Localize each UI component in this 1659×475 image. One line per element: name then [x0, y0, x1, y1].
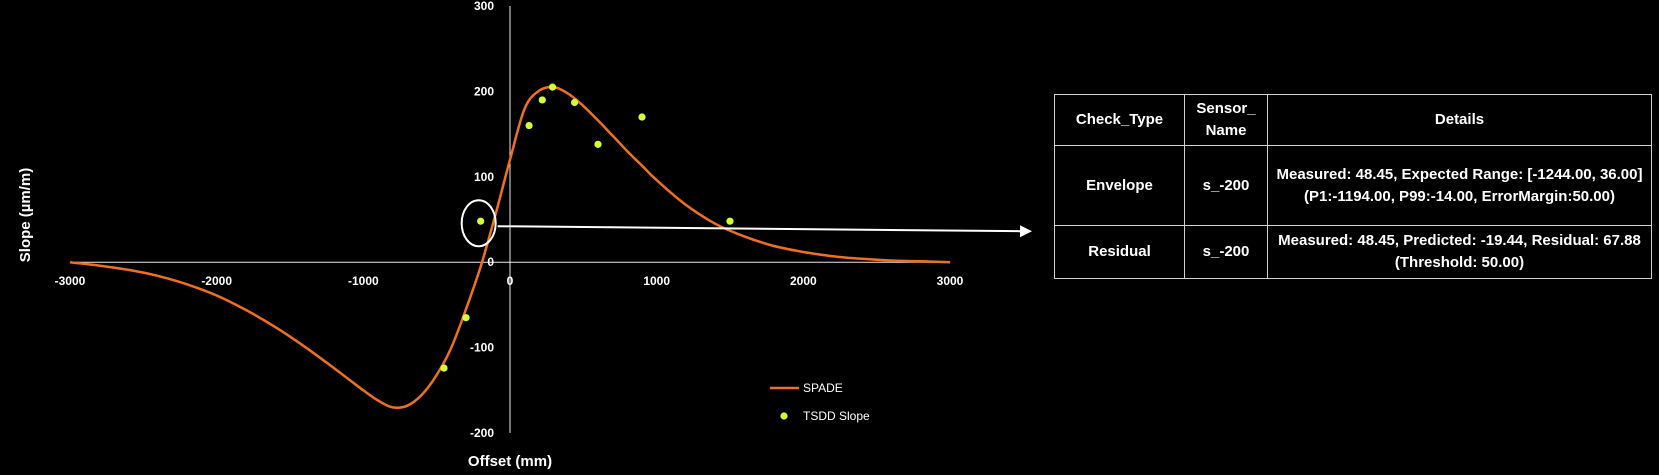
table-row: Residual s_-200 Measured: 48.45, Predict… — [1054, 225, 1652, 279]
header-sensor-name: Sensor_ Name — [1184, 94, 1268, 146]
cell-sensor-name: s_-200 — [1184, 145, 1268, 226]
y-tick-label: -200 — [470, 426, 494, 440]
y-tick-label: 0 — [487, 255, 494, 269]
x-tick-label: -1000 — [348, 274, 379, 288]
header-details: Details — [1267, 94, 1652, 146]
check-results-table: Check_Type Sensor_ Name Details Envelope… — [1054, 94, 1652, 279]
cell-check-type: Envelope — [1054, 145, 1185, 226]
x-tick-label: 0 — [507, 274, 514, 288]
x-tick-label: 1000 — [643, 274, 670, 288]
tsdd-slope-point — [638, 113, 646, 121]
annotation-layer — [460, 199, 1032, 248]
highlight-ellipse — [460, 199, 497, 248]
table-row: Envelope s_-200 Measured: 48.45, Expecte… — [1054, 145, 1652, 226]
tsdd-slope-point — [726, 217, 734, 225]
cell-sensor-name: s_-200 — [1184, 225, 1268, 279]
chart: -3000 -2000 -1000 0 1000 2000 3000 -200-100010… — [17, 0, 1032, 470]
callout-arrow-line — [497, 225, 1021, 233]
cell-check-type: Residual — [1054, 225, 1185, 279]
y-tick-labels: -200 -100 0 100 200 300 — [470, 0, 494, 440]
y-axis-title: Slope (µm/m) — [17, 168, 34, 262]
cell-details: Measured: 48.45, Predicted: -19.44, Resi… — [1267, 225, 1652, 279]
table-header-row: Check_Type Sensor_ Name Details — [1054, 94, 1652, 146]
x-tick-label: 2000 — [790, 274, 817, 288]
x-tick-label: -3000 — [55, 274, 86, 288]
x-tick-label: 3000 — [937, 274, 964, 288]
tsdd-slope-point — [440, 364, 448, 372]
series-layer — [69, 83, 951, 410]
header-check-type: Check_Type — [1054, 94, 1185, 146]
y-tick-label: -100 — [470, 341, 494, 355]
tsdd-slope-point — [462, 314, 470, 322]
tsdd-slope-point — [548, 83, 557, 91]
tsdd-slope-point — [570, 98, 579, 107]
legend-label: TSDD Slope — [803, 409, 870, 423]
series-line-spade — [69, 85, 951, 410]
tsdd-slope-point — [538, 96, 546, 104]
x-tick-label: -2000 — [201, 274, 232, 288]
callout-arrowhead — [1020, 225, 1032, 238]
tsdd-slope-point — [594, 140, 602, 148]
axes — [70, 6, 950, 433]
tsdd-slope-point — [525, 121, 533, 130]
legend-swatch-tsdd — [780, 412, 788, 420]
legend: SPADE TSDD Slope — [770, 381, 870, 423]
y-tick-label: 200 — [474, 84, 494, 98]
tsdd-slope-point — [477, 217, 485, 225]
y-tick-label: 300 — [474, 0, 494, 13]
x-axis-title: Offset (mm) — [468, 453, 552, 470]
legend-label: SPADE — [803, 381, 843, 395]
y-tick-label: 100 — [474, 170, 494, 184]
cell-details: Measured: 48.45, Expected Range: [-1244.… — [1267, 145, 1652, 226]
x-tick-labels: -3000 -2000 -1000 0 1000 2000 3000 — [55, 274, 964, 288]
